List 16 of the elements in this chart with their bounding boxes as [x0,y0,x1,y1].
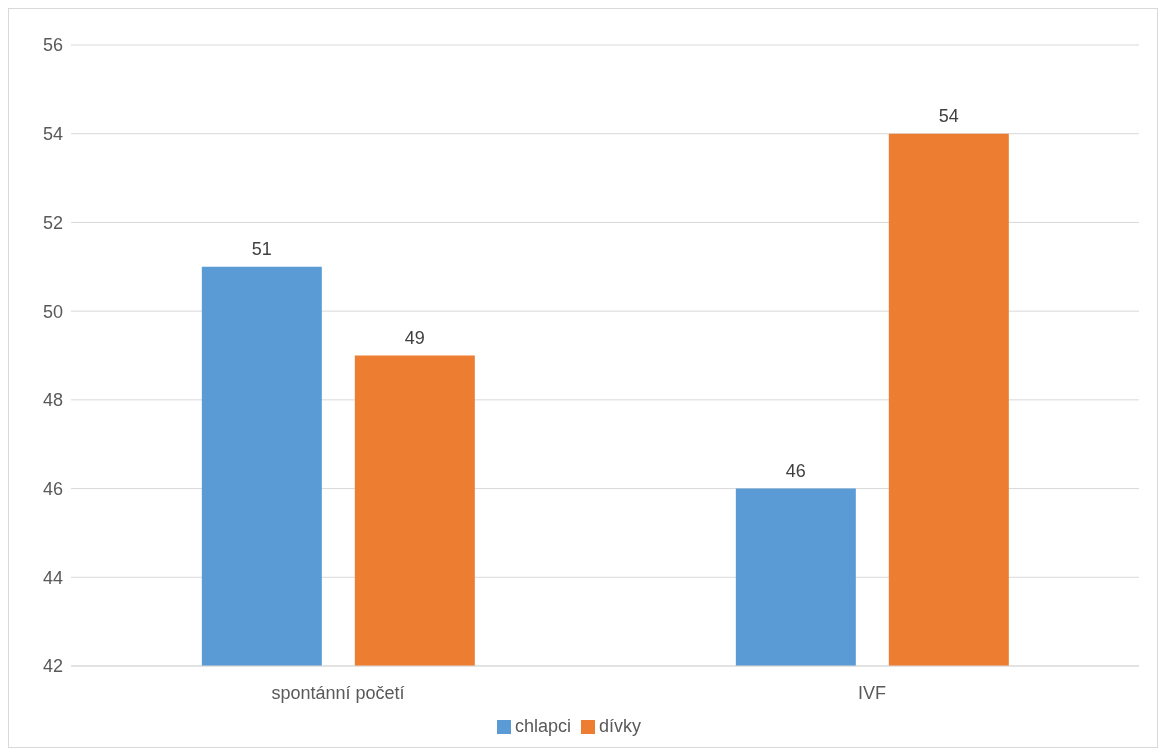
y-tick-label: 56 [42,35,63,56]
y-tick-label: 44 [42,567,63,588]
y-tick-label: 42 [42,656,63,677]
y-tick-label: 54 [42,124,63,145]
data-label: 49 [404,327,425,348]
data-label: 46 [785,460,806,481]
y-tick-label: 52 [42,212,63,233]
data-label: 51 [251,238,272,259]
data-label: 54 [938,105,959,126]
legend-label: chlapci [514,716,571,736]
y-tick-label: 48 [42,390,63,411]
y-tick-label: 46 [42,478,63,499]
x-tick-label: IVF [857,682,887,703]
legend-label: dívky [599,716,642,736]
x-tick-label: spontánní početí [271,682,405,703]
y-tick-label: 50 [42,301,63,322]
